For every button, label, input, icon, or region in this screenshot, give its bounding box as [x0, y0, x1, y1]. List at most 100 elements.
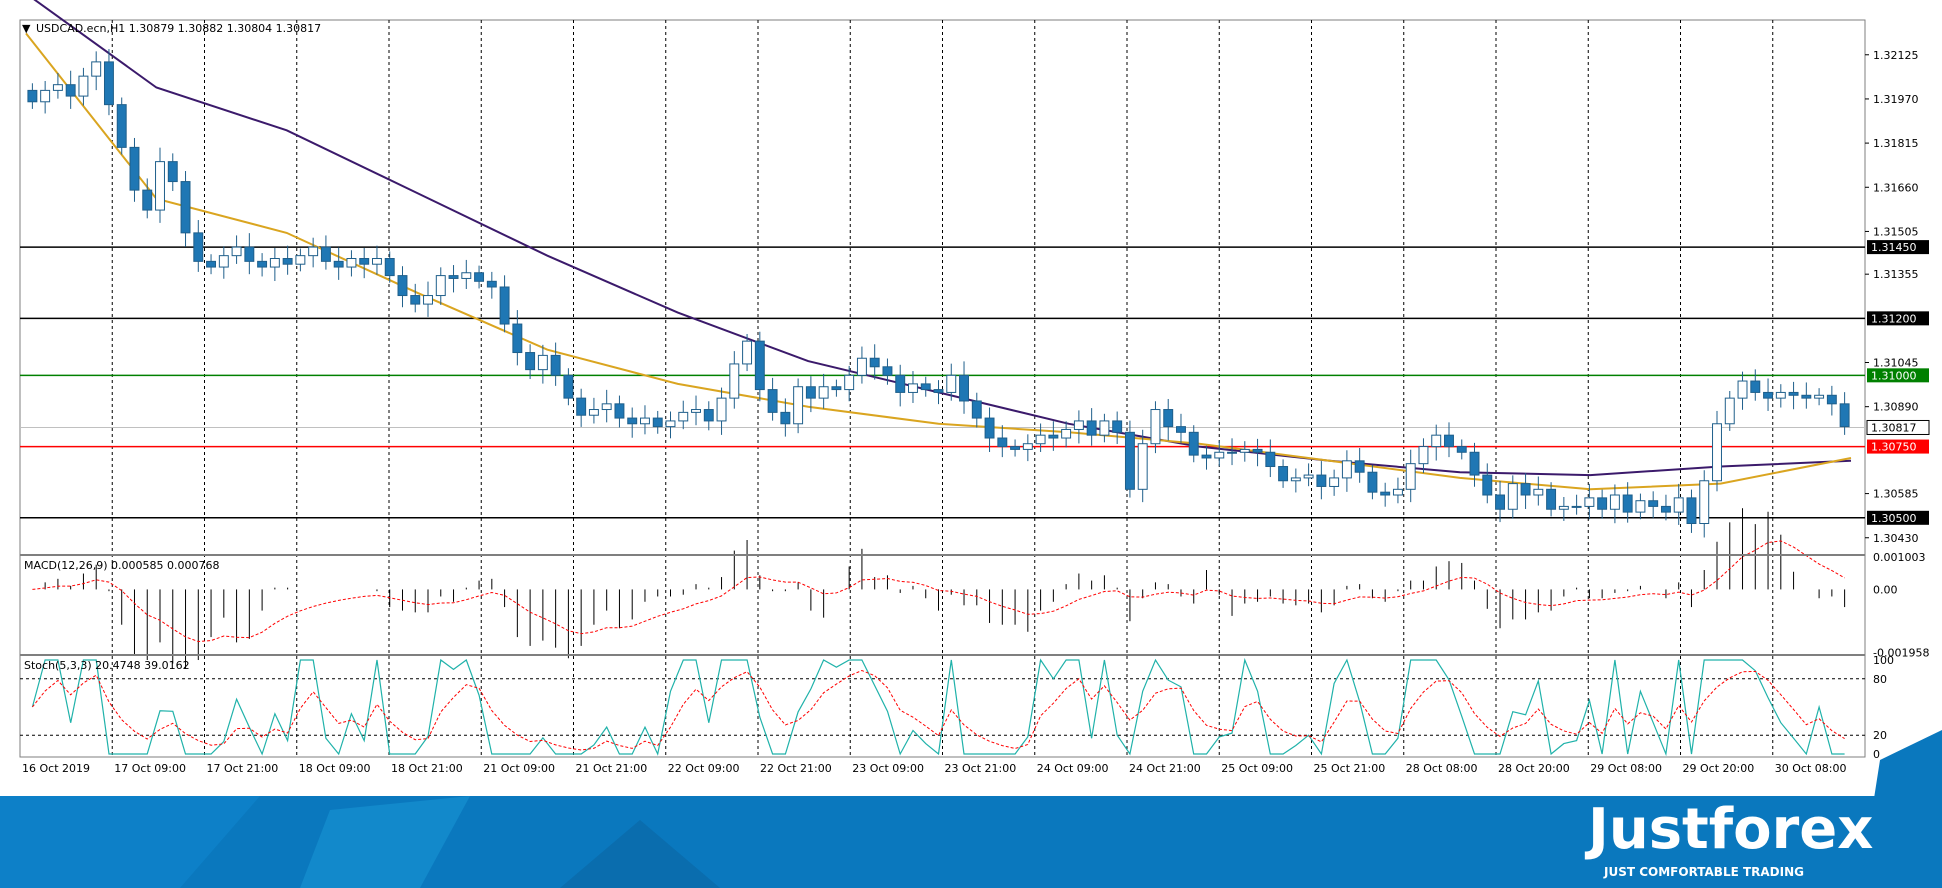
candle-up	[1699, 480, 1710, 525]
candle-up	[742, 340, 753, 365]
candle-up	[1073, 420, 1084, 430]
candle-down	[474, 272, 485, 282]
candle-up	[1712, 423, 1722, 482]
axes: 16 Oct 2019 17 Oct 09:00 17 Oct 21:00 18 Oc…	[22, 49, 1929, 775]
candle-down	[257, 260, 268, 268]
candle-down	[1660, 505, 1671, 513]
brand-decor-4	[1860, 730, 1942, 888]
candle-down	[563, 374, 574, 399]
current-price-label: 1.30817	[1871, 421, 1917, 434]
candle-up	[52, 84, 63, 91]
macd-y-tick-label: 0.001003	[1873, 551, 1926, 564]
candle-down	[512, 323, 523, 354]
level-tag-label: 1.30500	[1871, 512, 1917, 525]
candle-up	[818, 386, 829, 399]
y-tick-label: 1.31815	[1873, 137, 1919, 150]
level-tag-label: 1.30750	[1871, 441, 1917, 454]
x-tick-label: 21 Oct 09:00	[483, 762, 555, 775]
candle-up	[844, 374, 855, 391]
candle-up	[1558, 505, 1569, 510]
candle-up	[1405, 463, 1416, 490]
candle-up	[1061, 428, 1072, 439]
x-tick-label: 18 Oct 21:00	[391, 762, 463, 775]
candle-down	[1686, 497, 1697, 525]
y-tick-label: 1.31045	[1873, 357, 1919, 370]
candle-up	[601, 403, 612, 411]
stoch-title: Stoch(5,3,3) 20.4748 39.0162	[24, 659, 190, 672]
candle-down	[1622, 494, 1633, 513]
candle-down	[486, 280, 497, 288]
candle-down	[1482, 474, 1493, 496]
x-tick-label: 24 Oct 09:00	[1037, 762, 1109, 775]
candle-up	[269, 258, 280, 268]
candle-down	[359, 258, 370, 265]
candle-down	[410, 295, 421, 305]
stoch-y-tick-label: 20	[1873, 729, 1887, 742]
stoch-y-tick-label: 0	[1873, 748, 1880, 761]
candle-up	[91, 61, 102, 77]
candle-up	[1035, 434, 1046, 445]
candle-down	[499, 286, 510, 325]
candle-up	[908, 383, 918, 393]
candle-down	[1839, 403, 1850, 428]
candle-up	[346, 258, 357, 268]
brand-decor-3	[560, 820, 720, 888]
candle-up	[1137, 443, 1148, 490]
candle-down	[627, 417, 638, 425]
candle-down	[895, 374, 906, 393]
stoch-signal-line	[32, 669, 1845, 751]
candle-down	[282, 258, 293, 265]
candle-up	[1392, 488, 1403, 496]
candle-up	[461, 272, 472, 279]
y-tick-label: 1.31505	[1873, 225, 1919, 238]
candle-up	[1609, 494, 1620, 510]
candle-down	[1316, 474, 1327, 487]
x-tick-label: 28 Oct 20:00	[1498, 762, 1570, 775]
candle-down	[206, 260, 217, 268]
macd-panel	[32, 508, 1846, 669]
candle-up	[1737, 380, 1748, 399]
candle-up	[435, 275, 446, 297]
brand-footer: Justforex JUST COMFORTABLE TRADING	[0, 730, 1942, 888]
moving-averages	[25, 0, 1852, 491]
x-tick-label: 22 Oct 21:00	[760, 762, 832, 775]
candle-down	[882, 366, 893, 376]
candle-down	[984, 417, 995, 439]
candle-down	[1763, 391, 1774, 399]
candle-up	[1418, 446, 1429, 465]
candle-down	[1826, 394, 1837, 405]
candle-up	[716, 397, 727, 422]
candle-up	[155, 161, 165, 211]
candle-down	[448, 275, 459, 279]
candle-down	[384, 258, 395, 277]
stoch-y-tick-label: 100	[1873, 654, 1894, 667]
main-chart-title: USDCAD.ecn,H1 1.30879 1.30882 1.30804 1.…	[36, 22, 321, 35]
candle-down	[1201, 454, 1212, 459]
candle-up	[295, 255, 306, 265]
candle-down	[767, 389, 778, 413]
candle-down	[614, 403, 625, 419]
x-tick-label: 30 Oct 08:00	[1775, 762, 1847, 775]
candles	[27, 49, 1850, 538]
candle-up	[1584, 497, 1595, 507]
candle-down	[576, 397, 587, 416]
candle-down	[703, 409, 714, 422]
candle-down	[193, 232, 204, 262]
x-tick-label: 28 Oct 08:00	[1406, 762, 1478, 775]
y-tick-label: 1.31660	[1873, 181, 1919, 194]
x-tick-label: 16 Oct 2019	[22, 762, 90, 775]
x-tick-label: 29 Oct 20:00	[1683, 762, 1755, 775]
stoch-y-tick-label: 80	[1873, 673, 1887, 686]
macd-title: MACD(12,26,9) 0.000585 0.000768	[24, 559, 220, 572]
candle-up	[1533, 488, 1544, 496]
chart-dropdown-icon[interactable]: ▼	[22, 22, 31, 35]
candle-down	[1265, 451, 1276, 468]
candle-down	[1801, 394, 1812, 399]
candle-up	[1022, 443, 1033, 450]
candle-up	[1507, 483, 1518, 510]
candle-down	[1546, 488, 1557, 510]
candle-down	[333, 260, 344, 268]
candle-down	[831, 386, 842, 391]
price-levels: 1.31450 1.31200 1.31000 1.30750 1.30500 1.308…	[20, 240, 1930, 525]
